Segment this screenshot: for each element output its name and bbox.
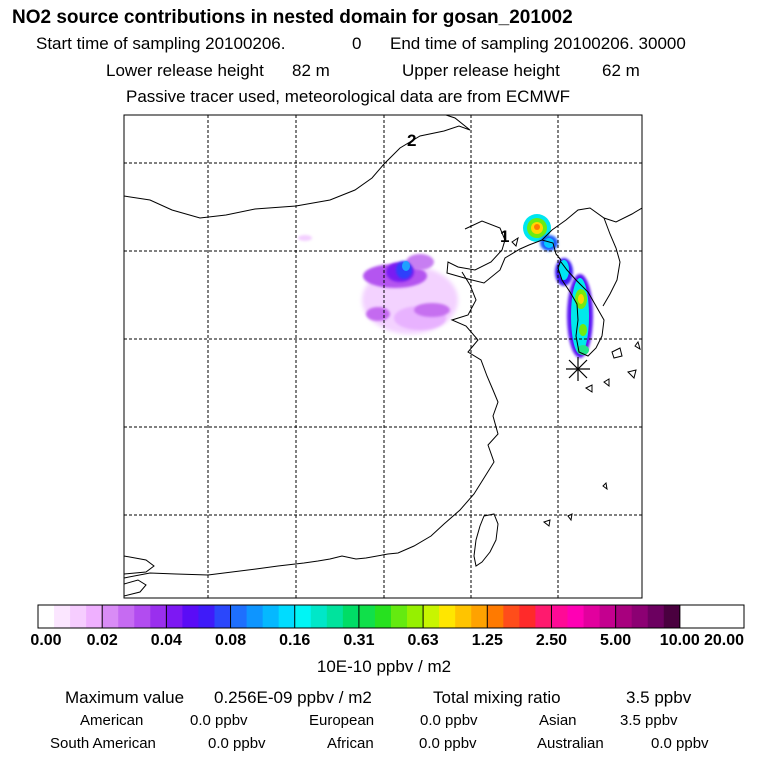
region-name: African	[327, 735, 374, 752]
colorbar-swatch	[391, 605, 408, 628]
colorbar-swatch	[471, 605, 488, 628]
colorbar-swatch	[583, 605, 600, 628]
colorbar-tick-label: 5.00	[600, 632, 632, 649]
colorbar-swatch	[70, 605, 87, 628]
upper-release-value: 62 m	[602, 61, 640, 80]
region-value: 0.0 ppbv	[420, 712, 478, 729]
colorbar-swatch	[439, 605, 456, 628]
colorbar-swatch	[118, 605, 135, 628]
colorbar-swatch	[166, 605, 183, 628]
region-name: American	[80, 712, 144, 729]
colorbar-tick-label: 10.00	[659, 632, 700, 649]
region-value: 0.0 ppbv	[190, 712, 248, 729]
colorbar-swatch	[519, 605, 536, 628]
colorbar-tick-label: 1.25	[471, 632, 503, 649]
colorbar-swatch	[86, 605, 103, 628]
colorbar-swatch	[567, 605, 584, 628]
colorbar-swatch	[358, 605, 376, 628]
colorbar-tick-label: 0.04	[150, 632, 182, 649]
start-time-label: Start time of sampling 20100206.	[36, 34, 286, 53]
colorbar-swatch	[342, 605, 360, 628]
receptor-asterisk-icon	[566, 357, 590, 381]
max-value-label: Maximum value	[65, 688, 185, 707]
colorbar-swatch	[182, 605, 199, 628]
colorbar-swatch	[214, 605, 231, 628]
colorbar-swatch	[230, 605, 247, 628]
end-time-label: End time of sampling 20100206. 30000	[390, 34, 686, 53]
lower-release-value: 82 m	[292, 61, 330, 80]
region-name: South American	[50, 735, 156, 752]
colorbar-swatch	[374, 605, 392, 628]
colorbar-swatch	[487, 605, 504, 628]
colorbar-swatch	[423, 605, 440, 628]
colorbar-swatch	[535, 605, 552, 628]
coastlines	[124, 115, 642, 597]
colorbar-swatch	[246, 605, 264, 628]
colorbar-swatch	[647, 605, 665, 628]
colorbar-swatch	[102, 605, 119, 628]
colorbar-swatch	[503, 605, 520, 628]
colorbar-swatch	[615, 605, 633, 628]
colorbar-swatch	[294, 605, 312, 628]
colorbar-tick-label: 0.31	[343, 632, 375, 649]
map-label-1: 1	[500, 227, 509, 246]
plume-inland	[298, 235, 458, 334]
colorbar-swatch	[310, 605, 328, 628]
colorbar-swatch	[150, 605, 167, 628]
colorbar-tick-label: 0.63	[407, 632, 439, 649]
region-value: 3.5 ppbv	[620, 712, 678, 729]
total-mixing-label: Total mixing ratio	[433, 688, 561, 707]
colorbar-tick-label: 0.08	[214, 632, 247, 649]
colorbar-frame	[37, 604, 745, 629]
colorbar-tick-label: 0.16	[279, 632, 311, 649]
data-source-note: Passive tracer used, meteorological data…	[126, 87, 571, 106]
colorbar-swatch	[663, 605, 681, 628]
region-name: European	[309, 712, 375, 729]
lower-release-label: Lower release height	[106, 61, 264, 80]
map-label-2: 2	[407, 131, 416, 150]
colorbar-swatch	[278, 605, 296, 628]
colorbar-swatch	[631, 605, 649, 628]
colorbar-swatch	[326, 605, 344, 628]
colorbar-swatch	[38, 605, 55, 628]
colorbar-swatch	[134, 605, 151, 628]
colorbar-tick-label: 0.02	[86, 632, 118, 649]
start-time-value: 0	[352, 34, 362, 53]
colorbar-units: 10E-10 ppbv / m2	[316, 657, 452, 676]
upper-release-label: Upper release height	[402, 61, 560, 80]
colorbar-swatch	[455, 605, 472, 628]
region-name: Asian	[539, 712, 577, 729]
colorbar-tick-label: 0.00	[30, 632, 62, 649]
map-frame	[123, 114, 643, 599]
max-value: 0.256E-09 ppbv / m2	[214, 688, 372, 707]
region-value: 0.0 ppbv	[651, 735, 709, 752]
colorbar-swatch	[262, 605, 280, 628]
colorbar-tick-label: 2.50	[535, 632, 568, 649]
region-value: 0.0 ppbv	[208, 735, 266, 752]
colorbar-swatch	[407, 605, 424, 628]
lat-lon-grid	[124, 115, 642, 598]
colorbar-tick-label: 20.00	[703, 632, 745, 649]
total-mixing-value: 3.5 ppbv	[626, 688, 692, 707]
plume-peninsula	[523, 214, 593, 358]
map-title: NO2 source contributions in nested domai…	[12, 7, 573, 28]
colorbar-swatch	[551, 605, 568, 628]
colorbar-swatch	[198, 605, 215, 628]
colorbar-swatch	[54, 605, 71, 628]
colorbar-swatch	[599, 605, 617, 628]
region-value: 0.0 ppbv	[419, 735, 477, 752]
region-name: Australian	[537, 735, 604, 752]
